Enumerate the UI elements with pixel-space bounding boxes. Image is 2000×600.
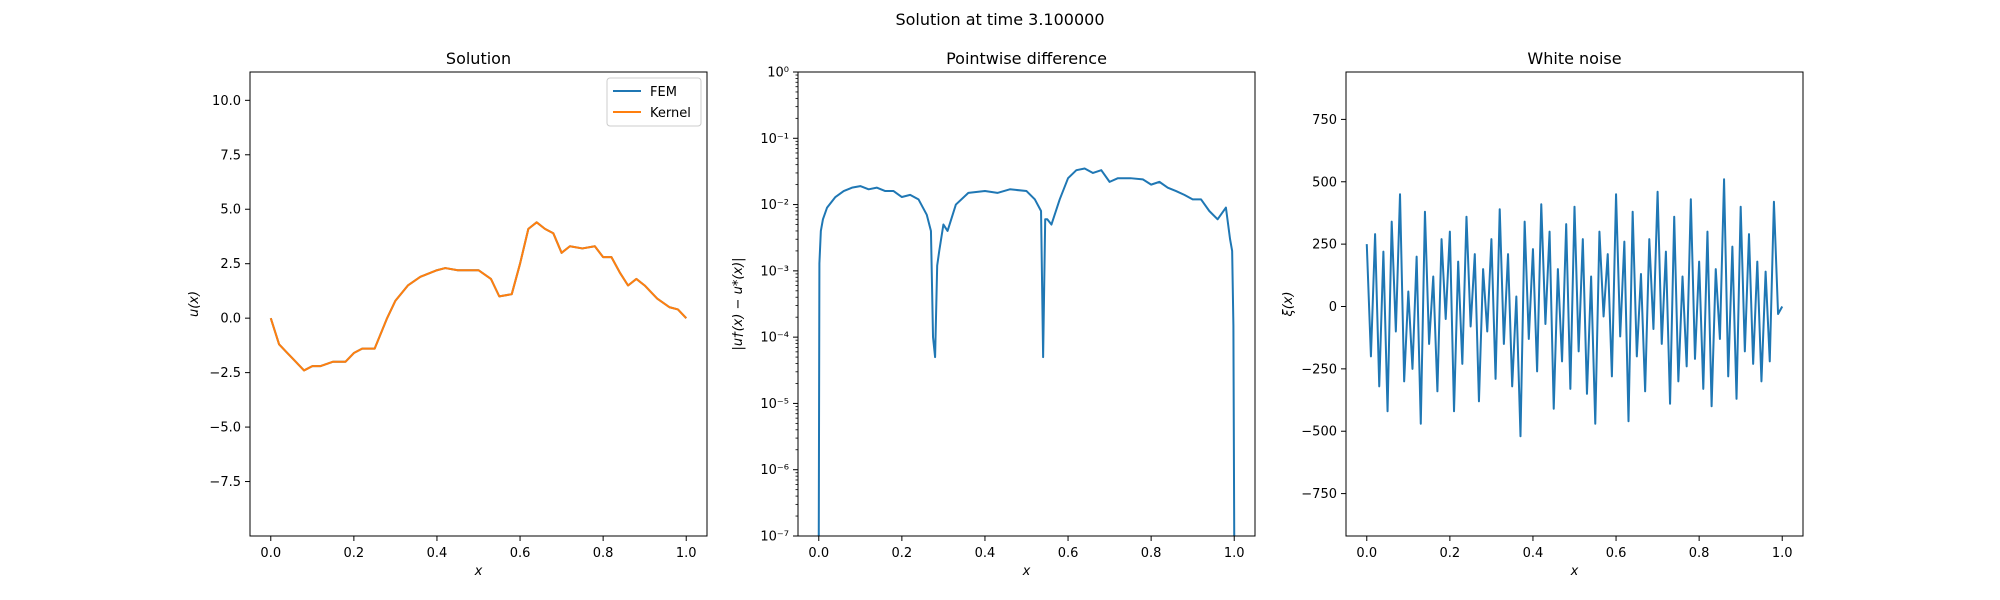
x-tick-label: 0.6 [1606, 546, 1627, 561]
x-tick-label: 0.4 [1523, 546, 1544, 561]
x-tick-label: 0.4 [427, 546, 448, 561]
y-tick-label: 10⁻⁵ [760, 397, 789, 412]
legend-label-fem: FEM [650, 85, 677, 100]
series-line-fem [269, 221, 687, 372]
panel-pointwise-difference: Pointwise difference 0.0 0.2 0.4 0.6 0.8 1.0 1… [731, 49, 1256, 579]
panel-difference-xlabel: x [1022, 564, 1031, 579]
y-tick-label: 7.5 [220, 148, 241, 163]
y-tick-label: −250 [1301, 362, 1337, 377]
y-tick-label: −2.5 [209, 366, 241, 381]
x-tick-label: 0.2 [892, 546, 913, 561]
x-tick-label: 0.8 [593, 546, 614, 561]
y-tick-label: 5.0 [220, 203, 241, 218]
series-line-kernel [269, 221, 687, 372]
panel-difference-title: Pointwise difference [946, 49, 1107, 68]
panel-solution-legend: FEM Kernel [606, 77, 702, 127]
y-tick-label: 250 [1312, 238, 1337, 253]
y-tick-label: 500 [1312, 175, 1337, 190]
panel-white-noise: White noise 0.0 0.2 0.4 0.6 0.8 1.0 −750 −500 −2… [1281, 49, 1804, 579]
x-tick-label: 0.6 [510, 546, 531, 561]
series-line-main [1365, 178, 1784, 438]
x-tick-label: 1.0 [1772, 546, 1793, 561]
y-tick-label: 750 [1312, 113, 1337, 128]
panel-solution-plot: 0.0 0.2 0.4 0.6 0.8 1.0 −7.5 −5.0 −2.5 0.0 2.5 5.0 7… [209, 94, 696, 561]
x-tick-label: 0.8 [1689, 546, 1710, 561]
x-tick-label: 0.2 [344, 546, 365, 561]
y-tick-label: 0 [1329, 300, 1337, 315]
panel-noise-ylabel: ξ(x) [1281, 291, 1296, 317]
y-tick-label: −5.0 [209, 421, 241, 436]
y-tick-label: −500 [1301, 425, 1337, 440]
panel-solution-title: Solution [446, 49, 511, 68]
panel-noise-frame [1345, 71, 1804, 537]
y-tick-label: 10⁻⁷ [760, 530, 789, 545]
x-tick-label: 1.0 [1224, 546, 1245, 561]
y-tick-label: −7.5 [209, 475, 241, 490]
y-tick-label: 0.0 [220, 312, 241, 327]
y-tick-label: 10⁻⁴ [760, 331, 789, 346]
panel-solution-frame [249, 71, 708, 537]
x-tick-label: 0.0 [260, 546, 281, 561]
panel-noise-xlabel: x [1570, 564, 1579, 579]
y-tick-label: 10⁻³ [760, 264, 789, 279]
panel-difference-frame [797, 71, 1256, 537]
series-line-main [817, 167, 1236, 537]
figure-suptitle: Solution at time 3.100000 [895, 10, 1104, 29]
y-tick-label: 10⁻¹ [760, 132, 789, 147]
y-tick-label: 10.0 [212, 94, 241, 109]
x-tick-label: 0.2 [1440, 546, 1461, 561]
panel-solution-ylabel: u(x) [187, 291, 202, 317]
legend-label-kernel: Kernel [650, 106, 691, 121]
panel-noise-plot: 0.0 0.2 0.4 0.6 0.8 1.0 −750 −500 −250 0 250 500 750 [1301, 113, 1792, 561]
y-tick-label: 10⁻⁶ [760, 463, 789, 478]
panel-difference-plot: 0.0 0.2 0.4 0.6 0.8 1.0 10⁻⁷ 10⁻⁶ 10⁻⁵ 10⁻⁴ 10⁻³ 10… [760, 66, 1244, 562]
x-tick-label: 0.8 [1141, 546, 1162, 561]
x-tick-label: 0.0 [808, 546, 829, 561]
y-tick-label: 10⁰ [767, 66, 789, 81]
panel-noise-title: White noise [1527, 49, 1621, 68]
panel-solution-xlabel: x [474, 564, 483, 579]
y-tick-label: 2.5 [220, 257, 241, 272]
y-tick-label: −750 [1301, 487, 1337, 502]
x-tick-label: 1.0 [676, 546, 697, 561]
x-tick-label: 0.0 [1356, 546, 1377, 561]
x-tick-label: 0.6 [1058, 546, 1079, 561]
panel-difference-ylabel: |u†(x) − u*(x)| [731, 257, 746, 350]
panel-solution: Solution 0.0 0.2 0.4 0.6 0.8 1.0−7.5−5.0−2.50… [187, 49, 708, 579]
x-tick-label: 0.4 [975, 546, 996, 561]
y-tick-label: 10⁻² [760, 198, 789, 213]
